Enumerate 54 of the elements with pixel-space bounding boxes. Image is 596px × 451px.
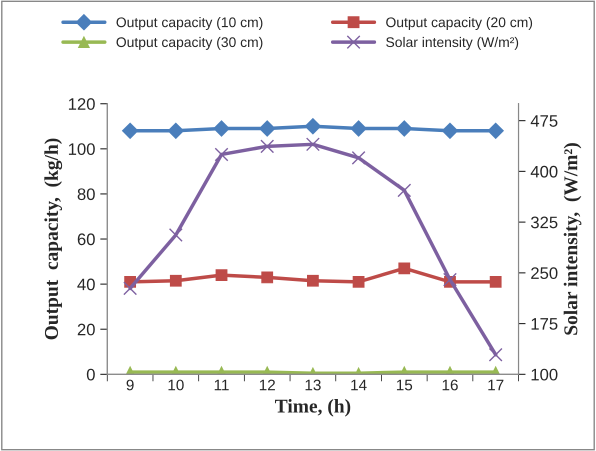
y2-tick-label: 175 bbox=[532, 318, 558, 330]
point bbox=[352, 276, 364, 288]
point bbox=[396, 120, 412, 137]
point bbox=[259, 120, 276, 137]
legend-label: Output capacity (10 cm) bbox=[116, 17, 262, 30]
y2-tick-label: 100 bbox=[532, 368, 558, 381]
point bbox=[487, 122, 504, 139]
point bbox=[261, 271, 274, 284]
legend-label: Output capacity (30 cm) bbox=[116, 36, 262, 50]
point bbox=[168, 122, 184, 139]
point bbox=[352, 150, 366, 165]
point bbox=[122, 122, 138, 139]
point bbox=[443, 272, 457, 287]
point bbox=[398, 262, 410, 274]
y-tick-label: 80 bbox=[78, 188, 95, 200]
y-tick-label: 100 bbox=[68, 143, 95, 156]
x-tick-label: 9 bbox=[126, 380, 134, 390]
y-tick-label: 20 bbox=[78, 324, 95, 336]
y2-tick-label: 325 bbox=[530, 216, 558, 228]
point bbox=[304, 118, 322, 134]
point bbox=[260, 139, 274, 154]
point bbox=[213, 120, 230, 137]
y2-tick-label: 475 bbox=[530, 115, 558, 127]
y-tick-label: 60 bbox=[78, 233, 95, 246]
point bbox=[488, 348, 503, 362]
x-tick-label: 14 bbox=[351, 380, 367, 390]
y2-axis-title: Solar intensity, (W/m²) bbox=[564, 143, 582, 335]
x-tick-label: 13 bbox=[306, 380, 321, 390]
point bbox=[490, 276, 502, 288]
point bbox=[397, 183, 412, 198]
point bbox=[214, 148, 228, 162]
y2-tick-label: 400 bbox=[530, 166, 558, 178]
x-tick-label: 15 bbox=[396, 380, 412, 390]
y-tick-label: 40 bbox=[77, 278, 95, 290]
point bbox=[442, 122, 458, 139]
y-tick-label: 120 bbox=[68, 98, 95, 110]
x-axis-title: Time, (h) bbox=[275, 398, 350, 417]
x-tick-label: 11 bbox=[214, 380, 229, 390]
x-tick-label: 12 bbox=[260, 380, 275, 390]
point bbox=[123, 281, 138, 296]
x-tick-label: 16 bbox=[442, 380, 458, 390]
point bbox=[216, 269, 228, 282]
point bbox=[306, 274, 319, 287]
legend-label: Output capacity (20 cm) bbox=[386, 17, 532, 30]
point bbox=[170, 274, 182, 287]
y-axis-title: Output capacity, (kg/h) bbox=[44, 138, 62, 340]
point bbox=[306, 137, 320, 152]
x-tick-label: 17 bbox=[488, 380, 504, 390]
y2-tick-label: 250 bbox=[531, 267, 558, 280]
point bbox=[168, 228, 183, 242]
x-tick-label: 10 bbox=[168, 380, 184, 390]
y-tick-label: 0 bbox=[86, 368, 95, 381]
point bbox=[350, 120, 367, 137]
legend-label: Solar intensity (W/m²) bbox=[386, 36, 518, 50]
